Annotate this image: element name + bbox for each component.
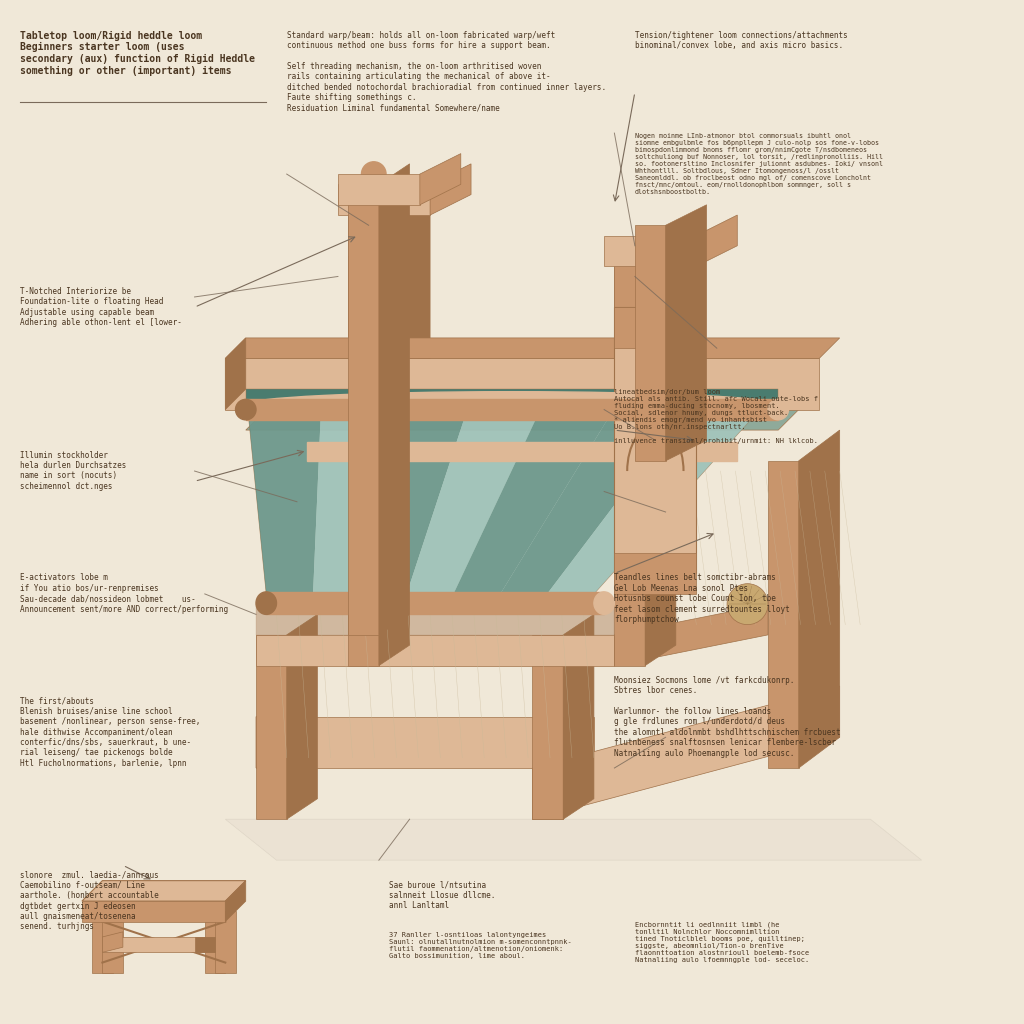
Text: slonore  zmul. laedia-/annrous
Caemobilino f-outseam/ Line
aarthole. (honbert ac: slonore zmul. laedia-/annrous Caemobilin… — [20, 870, 159, 932]
Polygon shape — [82, 881, 246, 901]
Text: lineatbedsim/dor/bum loom
Autocal als antib. Still. afc Wocali oute-lobs f
fludi: lineatbedsim/dor/bum loom Autocal als an… — [614, 389, 818, 444]
Polygon shape — [225, 819, 922, 860]
Polygon shape — [256, 696, 287, 768]
Polygon shape — [799, 430, 840, 768]
Polygon shape — [407, 389, 550, 594]
Text: Tension/tightener loom connections/attachments
binominal/convex lobe, and axis m: Tension/tightener loom connections/attac… — [635, 31, 848, 50]
Polygon shape — [82, 901, 225, 922]
Ellipse shape — [594, 592, 614, 614]
Polygon shape — [246, 410, 799, 430]
Polygon shape — [102, 932, 123, 952]
Polygon shape — [225, 338, 246, 410]
Polygon shape — [666, 205, 707, 461]
Text: Encbornntit li oedlnniit limbl (he
tonlltil Nolnchlor Noccomnimlltion
tined Tnot: Encbornntit li oedlnniit limbl (he tonll… — [635, 922, 809, 964]
Polygon shape — [614, 256, 645, 666]
Polygon shape — [696, 215, 737, 266]
Polygon shape — [348, 184, 379, 635]
Polygon shape — [563, 614, 594, 819]
Ellipse shape — [256, 592, 276, 614]
Polygon shape — [225, 881, 246, 922]
Polygon shape — [645, 236, 676, 666]
Text: The first/abouts
Blenish bruises/anise line school
basement /nonlinear, person s: The first/abouts Blenish bruises/anise l… — [20, 696, 201, 768]
Bar — [307, 442, 737, 461]
Polygon shape — [628, 471, 683, 543]
Polygon shape — [635, 225, 666, 461]
Polygon shape — [532, 635, 563, 819]
Polygon shape — [246, 389, 322, 594]
Text: 37 Ranller l-osntiloas lalontyngeimes
Saunl: olnutallnutnolmion m-somenconntpnnk: 37 Ranller l-osntiloas lalontyngeimes Sa… — [389, 932, 571, 958]
Polygon shape — [430, 164, 471, 215]
Polygon shape — [92, 911, 113, 973]
Text: T-Notched Interiorize be
Foundation-lite o floating Head
Adjustable using capabl: T-Notched Interiorize be Foundation-lite… — [20, 287, 182, 327]
Polygon shape — [215, 911, 236, 973]
Polygon shape — [454, 389, 626, 594]
Polygon shape — [313, 389, 398, 594]
Polygon shape — [379, 164, 410, 635]
Polygon shape — [532, 768, 563, 819]
Polygon shape — [287, 614, 317, 819]
Polygon shape — [614, 604, 768, 666]
Polygon shape — [338, 184, 430, 215]
Circle shape — [727, 584, 768, 625]
Text: Moonsiez Socmons lome /vt farkcdukonrp.
Sbtres lbor cenes.

Warlunmor- the follo: Moonsiez Socmons lome /vt farkcdukonrp. … — [614, 676, 841, 758]
Text: Sae buroue l/ntsutina
salnneit Llosue dllcme.
annl Lanltaml: Sae buroue l/ntsutina salnneit Llosue dl… — [389, 881, 496, 910]
Text: Illumin stockholder
hela durlen Durchsatzes
name in sort (nocuts)
scheimennol dc: Illumin stockholder hela durlen Durchsat… — [20, 451, 127, 490]
Ellipse shape — [246, 392, 778, 418]
Polygon shape — [102, 911, 123, 973]
Polygon shape — [256, 635, 614, 666]
Polygon shape — [246, 389, 778, 594]
Text: Teandles lines belt somctibr-abrams
Gel Lob Meenas Lna sonol Ptes
Hotusnbs couns: Teandles lines belt somctibr-abrams Gel … — [614, 573, 791, 624]
Polygon shape — [768, 461, 799, 768]
Polygon shape — [547, 389, 778, 594]
Circle shape — [361, 162, 386, 186]
Text: Tabletop loom/Rigid heddle loom
Beginners starter loom (uses
secondary (aux) fun: Tabletop loom/Rigid heddle loom Beginner… — [20, 31, 255, 76]
Polygon shape — [246, 389, 778, 410]
Polygon shape — [359, 389, 474, 594]
Polygon shape — [614, 246, 655, 461]
Polygon shape — [614, 307, 696, 348]
Polygon shape — [655, 225, 696, 461]
Polygon shape — [358, 205, 389, 410]
Polygon shape — [225, 358, 819, 410]
Polygon shape — [205, 911, 225, 973]
Polygon shape — [532, 686, 840, 819]
Polygon shape — [614, 553, 696, 594]
Polygon shape — [102, 937, 215, 952]
Polygon shape — [389, 184, 430, 410]
Bar — [266, 592, 604, 614]
Polygon shape — [348, 256, 379, 666]
Polygon shape — [614, 307, 696, 573]
Polygon shape — [348, 205, 389, 410]
Polygon shape — [195, 937, 215, 952]
Polygon shape — [604, 236, 696, 266]
Text: E-activators lobe m
if You atio bos/ur-renpremises
Sau-decade dab/nossideon lobm: E-activators lobe m if You atio bos/ur-r… — [20, 573, 228, 613]
Polygon shape — [501, 389, 702, 594]
Ellipse shape — [768, 399, 788, 420]
Text: Standard warp/beam: holds all on-loom fabricated warp/weft
continuous method one: Standard warp/beam: holds all on-loom fa… — [287, 31, 606, 113]
Polygon shape — [420, 154, 461, 205]
Polygon shape — [256, 604, 614, 635]
Polygon shape — [338, 174, 420, 205]
Polygon shape — [225, 338, 840, 358]
Polygon shape — [256, 635, 287, 819]
Text: Nogen moinme LInb-atmonor btol commorsuals ibuhtl onol
siomne embgulbmle fos b6p: Nogen moinme LInb-atmonor btol commorsua… — [635, 133, 883, 196]
Bar — [246, 399, 778, 420]
Polygon shape — [379, 236, 410, 666]
Ellipse shape — [236, 399, 256, 420]
Polygon shape — [256, 717, 594, 768]
